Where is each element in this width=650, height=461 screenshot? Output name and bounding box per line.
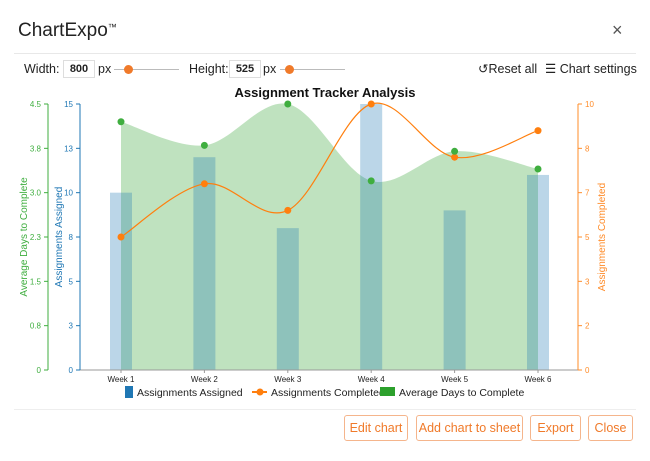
avg-days-axis-title: Average Days to Complete xyxy=(19,177,30,297)
width-slider[interactable] xyxy=(114,69,179,70)
x-tick-label: Week 5 xyxy=(441,375,469,384)
export-button[interactable]: Export xyxy=(530,415,581,441)
avg-days-tick-label: 2.3 xyxy=(30,233,42,242)
completed-axis-title: Assignments Completed xyxy=(597,183,608,291)
assigned-tick-label: 15 xyxy=(64,100,73,109)
point-avg-days-5 xyxy=(451,147,459,155)
bar-assigned-4 xyxy=(360,104,383,370)
avg-days-tick-label: 3.0 xyxy=(30,189,42,198)
point-avg-days-2 xyxy=(200,141,208,149)
bar-assigned-2 xyxy=(193,157,216,370)
completed-tick-label: 5 xyxy=(585,233,590,242)
x-tick-label: Week 4 xyxy=(358,375,386,384)
height-label: Height: xyxy=(189,62,229,76)
bar-assigned-6 xyxy=(527,174,549,370)
reset-all-label: Reset all xyxy=(488,62,538,76)
divider xyxy=(14,409,636,410)
completed-tick-label: 8 xyxy=(585,144,590,153)
avg-days-tick-label: 0 xyxy=(37,366,42,375)
width-input[interactable]: 800 xyxy=(63,60,95,78)
chart-settings-button[interactable]: ☰ Chart settings xyxy=(545,61,637,76)
point-completed-1 xyxy=(117,233,125,241)
completed-tick-label: 10 xyxy=(585,100,594,109)
assigned-tick-label: 5 xyxy=(69,277,74,286)
legend: Assignments Assigned Assignments Complet… xyxy=(125,386,524,399)
avg-days-tick-label: 0.8 xyxy=(30,322,42,331)
assigned-tick-label: 3 xyxy=(69,322,74,331)
point-avg-days-6 xyxy=(534,165,542,173)
x-tick-label: Week 2 xyxy=(191,375,219,384)
avg-days-tick-label: 1.5 xyxy=(30,277,42,286)
close-icon[interactable]: × xyxy=(612,20,623,40)
assigned-tick-label: 0 xyxy=(69,366,74,375)
height-input[interactable]: 525 xyxy=(229,60,261,78)
height-slider-handle[interactable] xyxy=(285,65,294,74)
point-completed-5 xyxy=(451,153,459,161)
point-completed-6 xyxy=(534,127,542,135)
point-avg-days-1 xyxy=(117,118,125,126)
bar-assigned-1 xyxy=(110,192,132,370)
chart-title: Assignment Tracker Analysis xyxy=(235,85,416,100)
completed-tick-label: 0 xyxy=(585,366,590,375)
width-unit: px xyxy=(98,62,112,76)
legend-label-completed: Assignments Completed xyxy=(271,387,385,399)
legend-label-avg-days: Average Days to Complete xyxy=(399,387,524,399)
legend-swatch-avg-days xyxy=(380,387,395,396)
reset-icon: ↺ xyxy=(478,62,489,76)
x-tick-label: Week 6 xyxy=(525,375,553,384)
width-slider-handle[interactable] xyxy=(124,65,133,74)
bar-assigned-3 xyxy=(276,228,299,370)
trademark: ™ xyxy=(107,22,117,32)
point-completed-4 xyxy=(367,100,375,108)
x-tick-label: Week 1 xyxy=(108,375,136,384)
width-label: Width: xyxy=(24,62,60,76)
completed-tick-label: 3 xyxy=(585,277,590,286)
sliders-icon: ☰ xyxy=(545,62,557,76)
height-unit: px xyxy=(263,62,277,76)
x-tick-label: Week 3 xyxy=(274,375,302,384)
legend-marker-completed xyxy=(256,388,264,396)
legend-swatch-assigned xyxy=(125,386,133,398)
avg-days-tick-label: 4.5 xyxy=(30,100,42,109)
area-avg-days xyxy=(121,103,538,370)
app-title: ChartExpo™ xyxy=(18,20,117,42)
divider xyxy=(14,53,636,54)
reset-all-button[interactable]: ↺Reset all xyxy=(478,61,537,76)
point-completed-2 xyxy=(200,180,208,188)
assigned-tick-label: 8 xyxy=(69,233,74,242)
add-chart-to-sheet-button[interactable]: Add chart to sheet xyxy=(416,415,523,441)
assigned-axis-title: Assignments Assigned xyxy=(54,187,65,288)
point-avg-days-3 xyxy=(284,100,292,108)
assigned-tick-label: 13 xyxy=(64,144,73,153)
app-title-text: ChartExpo xyxy=(18,20,108,41)
chart-settings-label: Chart settings xyxy=(559,62,637,76)
avg-days-tick-label: 3.8 xyxy=(30,144,42,153)
bar-assigned-5 xyxy=(443,210,466,370)
height-slider[interactable] xyxy=(280,69,345,70)
close-button[interactable]: Close xyxy=(588,415,633,441)
completed-tick-label: 7 xyxy=(585,189,590,198)
point-avg-days-4 xyxy=(367,177,375,185)
completed-tick-label: 2 xyxy=(585,322,590,331)
assigned-tick-label: 10 xyxy=(64,189,73,198)
legend-label-assigned: Assignments Assigned xyxy=(137,387,243,399)
edit-chart-button[interactable]: Edit chart xyxy=(344,415,408,441)
point-completed-3 xyxy=(284,206,292,214)
